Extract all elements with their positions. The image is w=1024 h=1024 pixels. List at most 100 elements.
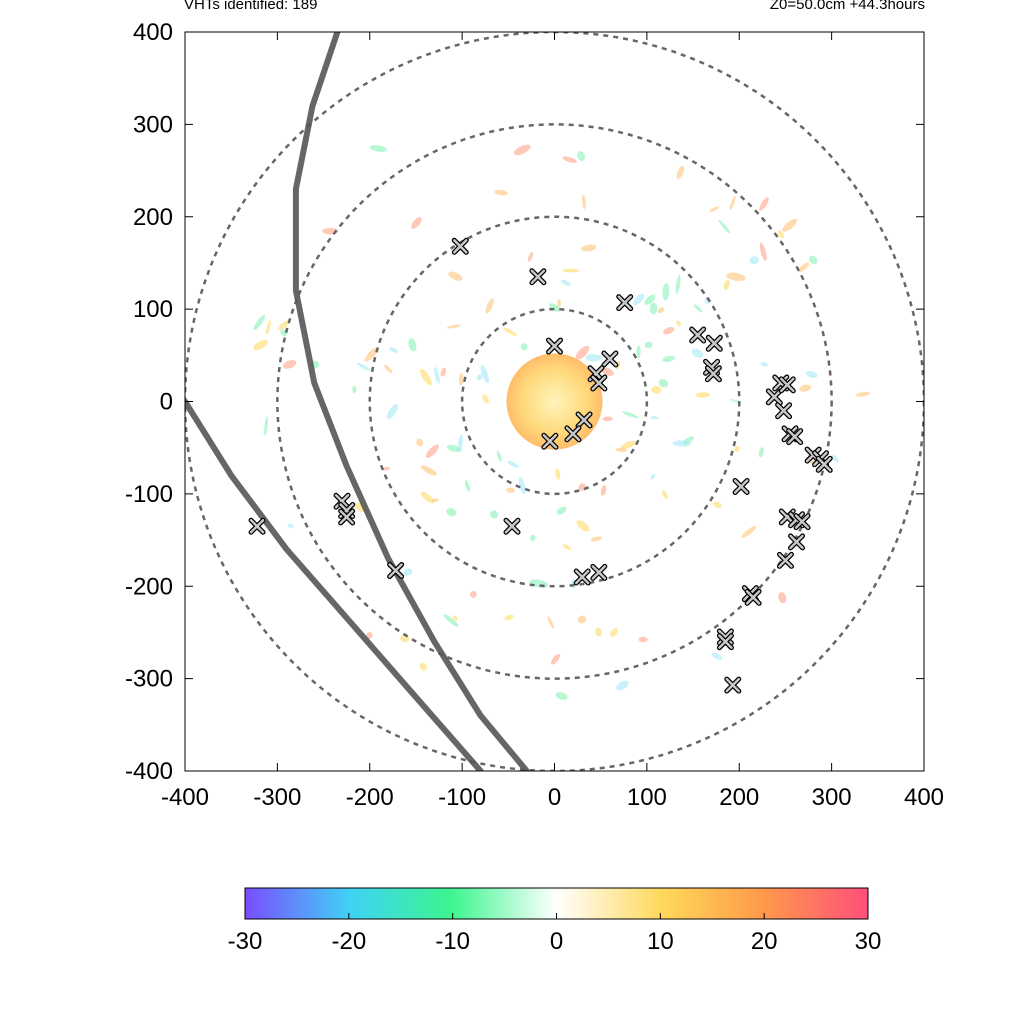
x-tick-label: 200: [719, 784, 759, 811]
colorbar-tick-label: -10: [435, 928, 470, 955]
field-blob: [590, 536, 602, 542]
field-blob: [369, 145, 387, 152]
vorticity-field: [253, 144, 871, 700]
range-rings: [185, 32, 924, 771]
field-blob: [633, 293, 645, 306]
field-blob: [749, 256, 760, 265]
level-time-label: Z0=50.0cm +44.3hours: [769, 0, 925, 13]
field-blob: [620, 440, 637, 449]
field-blob: [485, 298, 494, 314]
field-blob: [759, 242, 767, 261]
field-blob: [575, 345, 590, 360]
vht-marker: [338, 508, 356, 526]
range-ring: [276, 123, 833, 680]
vht-marker: [541, 432, 559, 450]
field-blob: [799, 384, 812, 392]
x-tick-label: 300: [812, 784, 852, 811]
field-blob: [595, 627, 602, 637]
field-blob: [420, 465, 437, 476]
field-blob: [503, 327, 518, 336]
vht-marker: [705, 334, 723, 352]
x-tick-label: -200: [346, 784, 394, 811]
field-blob: [602, 416, 613, 422]
vht-marker: [793, 513, 811, 531]
field-blob: [547, 616, 555, 629]
field-blob: [356, 362, 371, 371]
field-blob: [446, 444, 461, 453]
vht-marker: [503, 517, 521, 535]
vht-markers: [248, 237, 833, 694]
field-blob: [458, 372, 464, 386]
vht-marker: [601, 350, 619, 368]
range-ring: [460, 307, 649, 496]
field-blob: [282, 360, 297, 369]
field-blob: [518, 476, 526, 495]
field-blob: [446, 324, 461, 329]
field-blob: [530, 534, 536, 542]
vht-marker: [704, 365, 722, 383]
field-blob: [416, 438, 424, 447]
vht-marker: [765, 388, 783, 406]
field-blob: [797, 262, 810, 273]
field-blob: [431, 498, 439, 503]
track-line: [292, 32, 530, 771]
field-blob: [695, 392, 710, 398]
field-blob: [494, 189, 508, 196]
field-blob: [504, 614, 514, 621]
field-blob: [264, 416, 268, 436]
field-blob: [384, 364, 393, 374]
field-blob: [649, 302, 658, 315]
field-blob: [403, 568, 413, 576]
x-tick-label: -100: [438, 784, 486, 811]
field-blob: [440, 367, 447, 377]
field-blob: [452, 615, 458, 622]
field-blob: [601, 367, 614, 376]
field-blob: [577, 151, 586, 162]
field-blob: [278, 320, 290, 331]
y-tick-label: 400: [133, 19, 173, 46]
field-blob: [657, 307, 665, 314]
vht-marker: [786, 428, 804, 446]
field-blob: [507, 460, 519, 468]
colorbar-tick-label: 20: [751, 928, 778, 955]
vht-marker: [815, 455, 833, 473]
field-blob: [364, 347, 379, 362]
colorbar-tick-label: 10: [647, 928, 674, 955]
field-blob: [520, 343, 528, 351]
y-tick-label: 300: [133, 111, 173, 138]
field-blob: [658, 379, 669, 388]
y-axis: 400 300 200 100 0 -100 -200 -300 -400: [125, 19, 924, 785]
x-tick-label: -400: [161, 784, 209, 811]
vht-marker: [616, 294, 634, 312]
field-blob: [580, 244, 597, 252]
field-blob: [420, 491, 435, 504]
x-tick-label: 400: [904, 784, 944, 811]
field-blob: [855, 391, 871, 397]
field-blob: [650, 416, 659, 420]
field-blob: [760, 361, 768, 367]
field-blob: [480, 364, 490, 384]
field-blob: [759, 197, 769, 211]
field-blob: [741, 525, 757, 538]
vht-marker: [564, 425, 582, 443]
field-blob: [676, 165, 685, 180]
field-blob: [555, 692, 568, 700]
vht-marker: [744, 588, 762, 606]
vht-marker: [573, 568, 591, 586]
field-blob: [723, 279, 730, 291]
x-axis: -400 -300 -200 -100 0 100 200 300 400: [161, 32, 944, 811]
field-blob: [644, 341, 653, 349]
vht-marker: [788, 533, 806, 551]
vht-count-label: VHTs identified: 189: [184, 0, 318, 13]
y-tick-label: 200: [133, 204, 173, 231]
field-blob: [448, 271, 463, 281]
field-blob: [691, 348, 704, 358]
vht-marker: [778, 376, 796, 394]
vht-marker: [575, 411, 593, 429]
vht-marker: [724, 676, 742, 694]
field-blob: [711, 652, 723, 660]
track-line: [185, 398, 484, 771]
vht-marker: [590, 374, 608, 392]
field-blob: [616, 680, 629, 691]
colorbar-axis: -30 -20 -10 0 10 20 30: [228, 913, 881, 955]
